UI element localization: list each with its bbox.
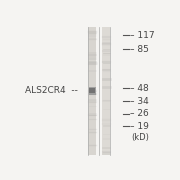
Text: – 117: – 117 bbox=[130, 31, 155, 40]
Text: ALS2CR4  --: ALS2CR4 -- bbox=[25, 86, 78, 95]
Bar bbox=[88, 27, 96, 155]
Text: – 26: – 26 bbox=[130, 109, 149, 118]
Text: (kD): (kD) bbox=[131, 133, 149, 142]
Bar bbox=[102, 27, 110, 155]
Text: – 48: – 48 bbox=[130, 84, 149, 93]
Bar bbox=[89, 87, 96, 95]
Text: – 19: – 19 bbox=[130, 122, 149, 131]
Bar bbox=[89, 89, 95, 93]
Text: – 85: – 85 bbox=[130, 45, 149, 54]
Text: – 34: – 34 bbox=[130, 97, 149, 106]
